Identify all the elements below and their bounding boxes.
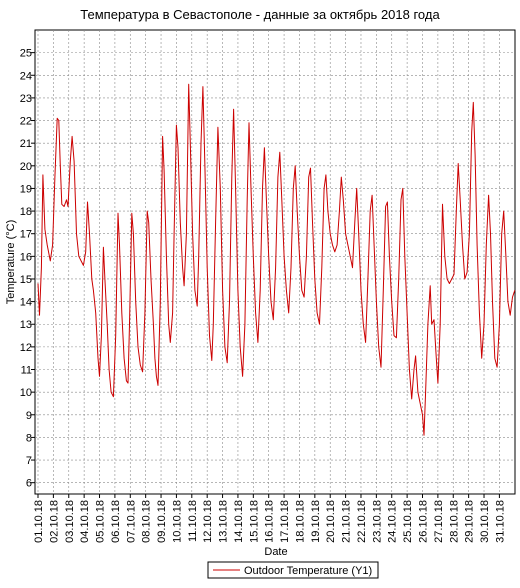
x-tick-label: 02.10.18 xyxy=(48,500,60,543)
y-tick-label: 8 xyxy=(26,432,32,444)
x-tick-label: 15.10.18 xyxy=(248,500,260,543)
x-tick-label: 28.10.18 xyxy=(448,500,460,543)
legend-box xyxy=(207,561,379,579)
x-tick-label: 13.10.18 xyxy=(218,500,230,543)
y-tick-label: 12 xyxy=(20,342,32,354)
y-tick-label: 11 xyxy=(21,365,32,377)
y-tick-label: 24 xyxy=(20,70,32,82)
plot-area xyxy=(34,29,516,495)
y-tick-label: 9 xyxy=(26,410,32,422)
x-tick-label: 08.10.18 xyxy=(141,500,153,543)
y-tick-label: 25 xyxy=(20,48,32,60)
series-line-outdoor-temperature xyxy=(37,83,516,436)
x-tick-label: 04.10.18 xyxy=(79,500,91,543)
x-tick-label: 07.10.18 xyxy=(125,500,137,543)
x-tick-label: 23.10.18 xyxy=(371,500,383,543)
x-tick-label: 31.10.18 xyxy=(494,500,506,543)
x-tick-label: 10.10.18 xyxy=(171,500,183,543)
x-tick-label: 09.10.18 xyxy=(156,500,168,543)
x-tick-label: 05.10.18 xyxy=(95,500,107,543)
x-tick-label: 27.10.18 xyxy=(433,500,445,543)
series-layer xyxy=(37,83,516,436)
x-tick-label: 03.10.18 xyxy=(64,500,76,543)
chart-title: Температура в Севастополе - данные за ок… xyxy=(80,7,440,22)
y-tick-label: 21 xyxy=(20,138,32,150)
y-tick-label: 7 xyxy=(26,455,32,467)
x-tick-label: 25.10.18 xyxy=(402,500,414,543)
x-tick-label: 29.10.18 xyxy=(464,500,476,543)
x-tick-label: 14.10.18 xyxy=(233,500,245,543)
x-tick-label: 26.10.18 xyxy=(418,500,430,543)
y-tick-label: 13 xyxy=(20,319,32,331)
x-tick-label: 12.10.18 xyxy=(202,500,214,543)
y-tick-label: 15 xyxy=(20,274,32,286)
y-tick-label: 23 xyxy=(20,93,32,105)
x-tick-label: 30.10.18 xyxy=(479,500,491,543)
x-tick-label: 17.10.18 xyxy=(279,500,291,543)
x-axis-ticks: 01.10.18 02.10.18 03.10.18 04.10.18 05.10.18… xyxy=(33,494,506,543)
x-tick-label: 20.10.18 xyxy=(325,500,337,543)
x-tick-label: 06.10.18 xyxy=(110,500,122,543)
y-axis-ticks: 6 7 8 9 10 11 12 13 14 15 16 17 18 19 20 21 22 23 24 25 xyxy=(20,48,35,490)
x-tick-label: 21.10.18 xyxy=(341,500,353,543)
x-tick-label: 22.10.18 xyxy=(356,500,368,543)
x-tick-label: 16.10.18 xyxy=(264,500,276,543)
x-tick-label: 01.10.18 xyxy=(33,500,45,543)
x-axis-label: Date xyxy=(264,546,287,558)
y-tick-label: 14 xyxy=(20,297,32,309)
y-tick-label: 16 xyxy=(20,251,32,263)
y-tick-label: 20 xyxy=(20,161,32,173)
legend-label: Outdoor Temperature (Y1) xyxy=(244,565,372,577)
legend: Outdoor Temperature (Y1) xyxy=(207,561,379,579)
y-tick-label: 10 xyxy=(20,387,32,399)
y-tick-label: 6 xyxy=(26,478,32,490)
x-tick-label: 11.10.18 xyxy=(187,500,199,542)
y-tick-label: 22 xyxy=(20,116,32,128)
x-tick-label: 19.10.18 xyxy=(310,500,322,543)
x-tick-label: 18.10.18 xyxy=(294,500,306,543)
y-axis-label: Temperature (°C) xyxy=(5,220,17,304)
y-tick-label: 17 xyxy=(20,229,32,241)
x-tick-label: 24.10.18 xyxy=(387,500,399,543)
y-tick-label: 18 xyxy=(20,206,32,218)
y-tick-label: 19 xyxy=(20,183,32,195)
grid-lines xyxy=(35,30,515,494)
